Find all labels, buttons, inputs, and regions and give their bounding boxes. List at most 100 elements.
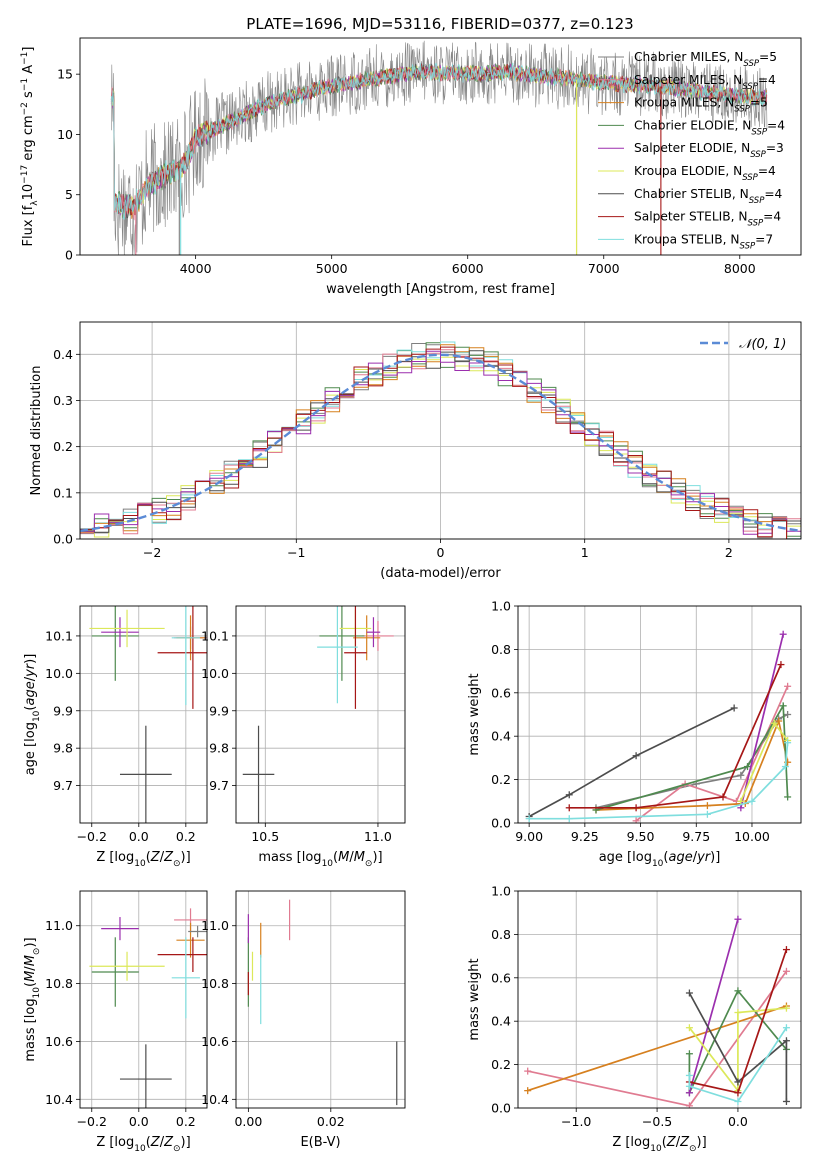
mass-weight-vs-age-panel: 9.00 9.25 9.50 9.75 10.00 0.0 0.2 0.4 0.6 0.8 1.0 a… <box>467 599 802 869</box>
x-tick-label: −0.5 <box>642 1114 672 1129</box>
y-tick-label: 9.8 <box>53 741 73 756</box>
y-tick-label: 0.8 <box>491 642 511 657</box>
plus-marker <box>524 1067 532 1075</box>
y-tick-label: 10.4 <box>201 1092 229 1107</box>
y-tick-label: 10.6 <box>201 1034 229 1049</box>
legend-label: 𝒩(0, 1) <box>739 337 786 352</box>
x-tick-label: 10.5 <box>251 829 279 844</box>
y-tick-label: 9.8 <box>209 741 229 756</box>
spectrum-line <box>110 62 768 220</box>
x-axis-label: Z [log10(Z/Z⊙)] <box>96 850 190 869</box>
x-tick-label: −1 <box>287 545 305 560</box>
plus-marker <box>737 804 745 812</box>
weight-series-line <box>527 1005 787 1092</box>
plus-marker <box>524 1087 532 1095</box>
plus-marker <box>734 1097 742 1105</box>
grid <box>80 891 207 1108</box>
errorbar-point <box>353 615 381 661</box>
y-tick-label: 10.4 <box>45 1092 73 1107</box>
plot-area <box>89 908 207 1108</box>
x-tick-label: 0.2 <box>176 829 196 844</box>
x-tick-label: 10.00 <box>734 829 770 844</box>
x-tick-label: 9.50 <box>627 829 655 844</box>
plus-marker <box>685 1024 693 1032</box>
residual-legend: 𝒩(0, 1) <box>700 337 786 352</box>
y-tick-label: 0.6 <box>491 970 511 985</box>
errorbar-point <box>157 937 207 973</box>
y-tick-label: 0.8 <box>491 927 511 942</box>
errorbar-point <box>91 937 139 1007</box>
plot-area <box>89 606 207 823</box>
plus-marker <box>779 702 787 710</box>
weight-series-line <box>688 1027 788 1103</box>
plus-marker <box>737 797 745 805</box>
x-tick-label: 0.02 <box>317 1114 345 1129</box>
errorbar-point <box>317 606 358 704</box>
x-tick-label: 0.00 <box>234 1114 262 1129</box>
axes-frame: −2 −1 0 1 2 0.0 0.1 0.2 0.3 0.4 (data-model)/error… <box>29 321 802 581</box>
grid <box>80 606 207 823</box>
axes-border <box>79 605 208 824</box>
x-tick-label: 5000 <box>316 261 348 276</box>
x-axis-label: mass [log10(M/M⊙)] <box>258 850 382 869</box>
legend-label: Salpeter ELODIE, NSSP=3 <box>634 141 784 160</box>
histogram-series <box>80 346 801 539</box>
plus-marker <box>784 739 792 747</box>
y-tick-label: 0.2 <box>491 772 511 787</box>
x-axis-label: Z [log10(Z/Z⊙)] <box>96 1135 190 1154</box>
y-tick-label: 0.4 <box>491 1014 511 1029</box>
errorbar-point <box>119 1044 172 1108</box>
axes-frame: −1.0 −0.5 0.0 0.0 0.2 0.4 0.6 0.8 1.0 Z [log10(Z/… <box>467 884 802 1154</box>
y-tick-label: 5 <box>65 187 73 202</box>
y-tick-label: 0.0 <box>491 1101 511 1116</box>
axes-border <box>79 890 208 1109</box>
errorbar-point <box>101 917 139 941</box>
plus-marker <box>734 1089 742 1097</box>
normal-curve <box>80 353 801 533</box>
axes-border <box>517 605 802 824</box>
x-tick-label: −0.2 <box>77 1114 107 1129</box>
weight-series-line <box>528 707 735 818</box>
plus-marker <box>784 711 792 718</box>
figure-title: PLATE=1696, MJD=53116, FIBERID=0377, z=0… <box>246 15 633 33</box>
y-tick-label: 0.0 <box>53 532 73 547</box>
plus-marker <box>748 797 756 805</box>
y-axis-label: mass weight <box>467 958 482 1040</box>
plus-marker <box>734 1078 742 1086</box>
plus-marker <box>734 915 742 923</box>
plot-area <box>247 899 398 1106</box>
legend-label: Kroupa ELODIE, NSSP=4 <box>634 164 776 183</box>
errorbar-point <box>362 620 394 651</box>
y-tick-label: 10.1 <box>201 628 229 643</box>
errorbar-point <box>89 951 165 981</box>
y-axis-label: mass weight <box>467 673 482 755</box>
grid <box>518 890 801 1109</box>
x-tick-label: 6000 <box>452 261 484 276</box>
age-vs-metallicity-panel: −0.2 0.0 0.2 9.7 9.8 9.9 10.0 10.1 Z [log10(Z/Z⊙… <box>23 605 208 869</box>
axes-frame: 0.00 0.02 10.4 10.6 10.8 11.0 E(B-V) <box>201 890 406 1150</box>
errorbar-point <box>366 617 381 648</box>
plus-marker <box>632 752 640 760</box>
plus-marker <box>703 802 711 810</box>
spectrum-legend: Chabrier MILES, NSSP=5 Salpeter MILES, NS… <box>598 50 785 251</box>
errorbar-point <box>176 922 205 958</box>
errorbar-point <box>91 606 139 681</box>
axes-frame: 10.5 11.0 9.7 9.8 9.9 10.0 10.1 mass [log10(M/M… <box>201 605 406 869</box>
errorbar-point <box>89 609 165 648</box>
plus-marker <box>565 804 573 812</box>
x-tick-label: 0.0 <box>129 829 149 844</box>
legend-label: Chabrier MILES, NSSP=5 <box>634 50 777 69</box>
y-tick-label: 10.8 <box>45 976 73 991</box>
y-tick-label: 0.6 <box>491 685 511 700</box>
x-tick-label: −0.2 <box>77 829 107 844</box>
x-tick-label: 0 <box>437 545 445 560</box>
plot-area <box>242 606 394 823</box>
plus-marker <box>685 1071 693 1079</box>
x-tick-label: 9.75 <box>682 829 710 844</box>
legend-label: Chabrier ELODIE, NSSP=4 <box>634 118 785 137</box>
x-tick-label: 0.0 <box>129 1114 149 1129</box>
errorbar-point <box>157 606 207 709</box>
axes-border <box>79 321 802 540</box>
weight-series-line <box>739 633 785 809</box>
